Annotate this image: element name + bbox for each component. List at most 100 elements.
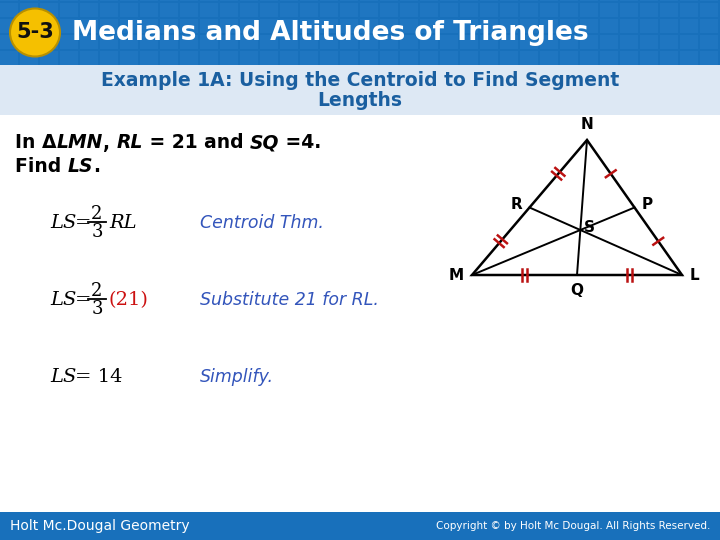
Bar [500,35,518,49]
Bar [140,3,158,17]
Bar [60,51,78,65]
Bar [220,3,238,17]
Text: Simplify.: Simplify. [200,368,274,386]
Text: Example 1A: Using the Centroid to Find Segment: Example 1A: Using the Centroid to Find S… [101,71,619,91]
Bar [320,19,338,33]
Bar [440,0,458,1]
Text: 3: 3 [91,223,103,241]
Bar [280,0,298,1]
Bar [540,51,558,65]
Bar [580,51,598,65]
Bar [20,19,38,33]
Bar [620,19,638,33]
Bar [420,3,438,17]
Bar [460,35,478,49]
Bar [140,35,158,49]
Bar [400,0,418,1]
Bar [120,51,138,65]
Bar [80,0,98,1]
Bar [600,35,618,49]
Bar [340,51,358,65]
Text: Substitute 21 for RL.: Substitute 21 for RL. [200,291,379,309]
Bar [260,3,278,17]
Bar [60,35,78,49]
Bar [280,3,298,17]
Text: 3: 3 [91,300,103,318]
Bar [660,51,678,65]
Bar [240,35,258,49]
Text: LS: LS [50,368,76,386]
Bar [620,35,638,49]
Bar [100,19,118,33]
Bar [280,19,298,33]
Bar [360,3,378,17]
Bar [380,51,398,65]
Bar [600,51,618,65]
Bar [560,3,578,17]
Bar [0,3,18,17]
Bar [700,51,718,65]
Text: LMN: LMN [56,133,103,152]
Text: In: In [15,133,42,152]
Bar [500,3,518,17]
Bar [580,3,598,17]
Bar [80,3,98,17]
Bar [160,3,178,17]
Bar [0,35,18,49]
Text: Copyright © by Holt Mc Dougal. All Rights Reserved.: Copyright © by Holt Mc Dougal. All Right… [436,521,710,531]
Bar [0,19,18,33]
Bar [100,0,118,1]
Bar [200,3,218,17]
Bar [680,35,698,49]
Text: =4.: =4. [279,133,322,152]
Bar [320,51,338,65]
Text: SQ: SQ [250,133,279,152]
Bar [420,0,438,1]
Bar [600,3,618,17]
Bar [440,3,458,17]
Bar [0,0,18,1]
Bar [60,0,78,1]
Text: ,: , [103,133,116,152]
Bar [680,0,698,1]
Bar [580,0,598,1]
Text: =: = [75,214,91,232]
Text: RL: RL [109,214,137,232]
Bar [460,0,478,1]
Bar [700,35,718,49]
Bar [160,19,178,33]
Bar [540,0,558,1]
Text: = 14: = 14 [75,368,122,386]
Bar [20,3,38,17]
Text: L: L [690,267,700,282]
Bar [400,19,418,33]
Bar [300,19,318,33]
Bar [260,19,278,33]
Bar [40,3,58,17]
Bar [240,51,258,65]
Bar [180,0,198,1]
Bar [100,3,118,17]
Bar [220,51,238,65]
Bar [280,35,298,49]
Bar [600,0,618,1]
Bar [460,3,478,17]
Text: RL: RL [116,133,143,152]
Bar [180,35,198,49]
Bar [20,51,38,65]
Bar [540,19,558,33]
Bar [640,35,658,49]
Bar [360,0,378,1]
Bar [120,0,138,1]
Bar [260,0,278,1]
Bar [560,51,578,65]
Text: N: N [580,117,593,132]
Text: =: = [75,291,91,309]
Text: Centroid Thm.: Centroid Thm. [200,214,324,232]
Bar [400,3,418,17]
Bar [500,51,518,65]
Bar [120,19,138,33]
Bar [160,51,178,65]
Bar [400,35,418,49]
Bar [620,51,638,65]
